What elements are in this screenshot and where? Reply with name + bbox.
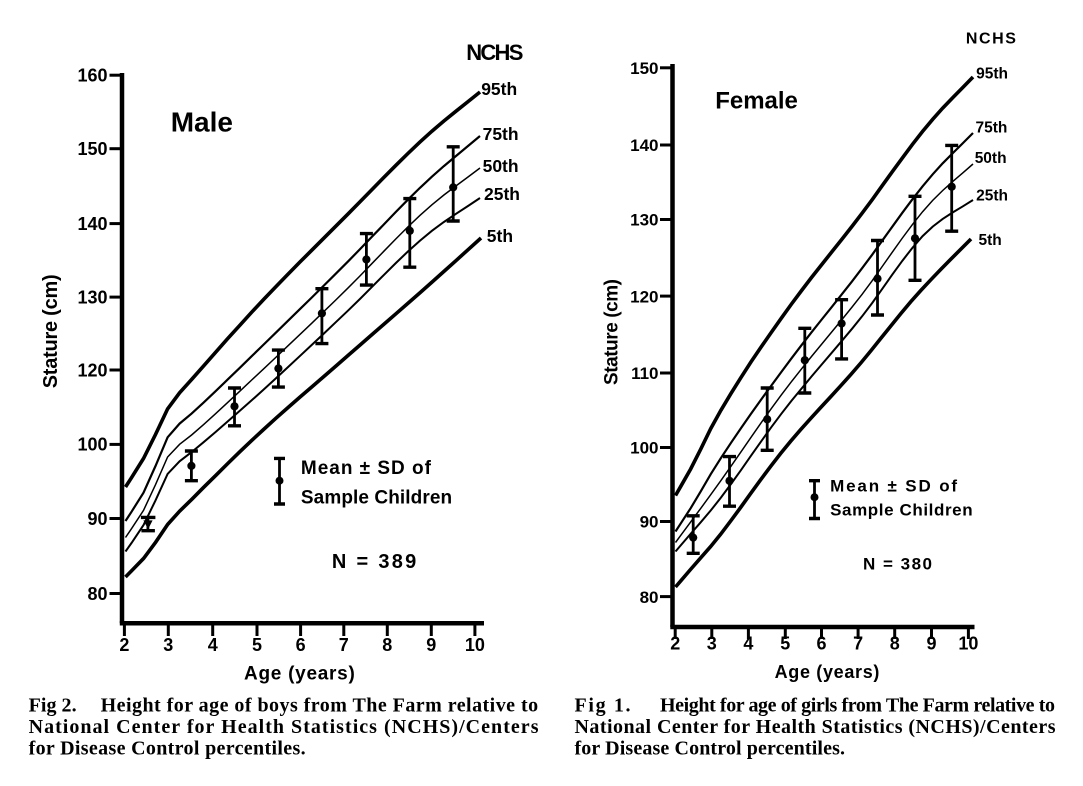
svg-text:95th: 95th: [481, 79, 517, 99]
svg-text:80: 80: [87, 584, 107, 604]
svg-text:Height for age of boys from Th: Height for age of boys from The Farm rel…: [101, 695, 538, 717]
svg-text:National Center for Health Sta: National Center for Health Statistics (N…: [29, 716, 539, 738]
svg-text:80: 80: [640, 588, 659, 607]
svg-text:50th: 50th: [483, 156, 519, 176]
svg-text:95th: 95th: [976, 66, 1008, 83]
svg-text:3: 3: [707, 634, 717, 654]
svg-text:Stature (cm): Stature (cm): [602, 279, 623, 385]
svg-text:Mean ± SD of: Mean ± SD of: [830, 477, 957, 496]
svg-text:Female: Female: [715, 88, 798, 115]
svg-text:75th: 75th: [976, 120, 1008, 137]
svg-text:150: 150: [630, 59, 658, 78]
svg-text:75th: 75th: [483, 124, 519, 144]
svg-text:Sample Children: Sample Children: [301, 488, 452, 509]
svg-text:8: 8: [382, 635, 392, 655]
svg-text:6: 6: [296, 635, 306, 655]
svg-text:4: 4: [208, 635, 218, 655]
svg-text:Male: Male: [171, 106, 233, 137]
svg-text:for Disease Control percentile: for Disease Control percentiles.: [29, 738, 306, 760]
svg-text:3: 3: [163, 635, 173, 655]
svg-text:National Center for Health Sta: National Center for Health Statistics (N…: [575, 716, 1056, 738]
svg-text:Mean ± SD of: Mean ± SD of: [301, 458, 432, 479]
svg-text:Height for age of girls from T: Height for age of girls from The Farm re…: [660, 695, 1055, 717]
svg-text:120: 120: [630, 287, 658, 306]
svg-text:for Disease Control percentile: for Disease Control percentiles.: [575, 738, 846, 760]
svg-text:50th: 50th: [975, 150, 1007, 167]
svg-text:10: 10: [958, 634, 978, 654]
svg-text:25th: 25th: [976, 188, 1008, 205]
svg-text:130: 130: [77, 287, 107, 307]
svg-text:160: 160: [77, 66, 107, 86]
svg-text:N = 380: N = 380: [863, 555, 932, 574]
svg-text:5: 5: [780, 634, 790, 654]
svg-text:8: 8: [890, 634, 900, 654]
svg-text:Fig 1.: Fig 1.: [575, 695, 631, 717]
svg-text:NCHS: NCHS: [466, 40, 523, 65]
svg-text:7: 7: [853, 634, 863, 654]
svg-text:110: 110: [631, 364, 658, 383]
svg-text:130: 130: [630, 211, 658, 230]
svg-text:7: 7: [339, 635, 349, 655]
svg-text:140: 140: [630, 136, 658, 155]
svg-text:120: 120: [77, 360, 107, 380]
svg-text:10: 10: [465, 635, 485, 655]
svg-text:90: 90: [87, 509, 107, 529]
svg-text:140: 140: [77, 214, 107, 234]
svg-text:5th: 5th: [979, 232, 1002, 249]
svg-text:N = 389: N = 389: [332, 551, 416, 573]
svg-text:Age (years): Age (years): [775, 662, 880, 682]
svg-text:9: 9: [426, 635, 436, 655]
svg-text:6: 6: [816, 634, 826, 654]
svg-text:25th: 25th: [484, 184, 520, 204]
svg-text:100: 100: [630, 439, 658, 458]
svg-text:2: 2: [670, 634, 680, 654]
svg-text:2: 2: [119, 635, 129, 655]
svg-text:5: 5: [252, 635, 262, 655]
svg-text:Sample Children: Sample Children: [830, 501, 973, 520]
svg-text:Fig 2.: Fig 2.: [29, 695, 77, 717]
svg-text:Stature (cm): Stature (cm): [40, 274, 62, 388]
svg-text:5th: 5th: [487, 226, 513, 246]
svg-text:90: 90: [640, 513, 659, 532]
svg-text:Age (years): Age (years): [244, 664, 355, 685]
svg-text:9: 9: [926, 634, 936, 654]
svg-text:4: 4: [743, 634, 753, 654]
svg-text:150: 150: [77, 139, 107, 159]
svg-text:100: 100: [77, 435, 107, 455]
